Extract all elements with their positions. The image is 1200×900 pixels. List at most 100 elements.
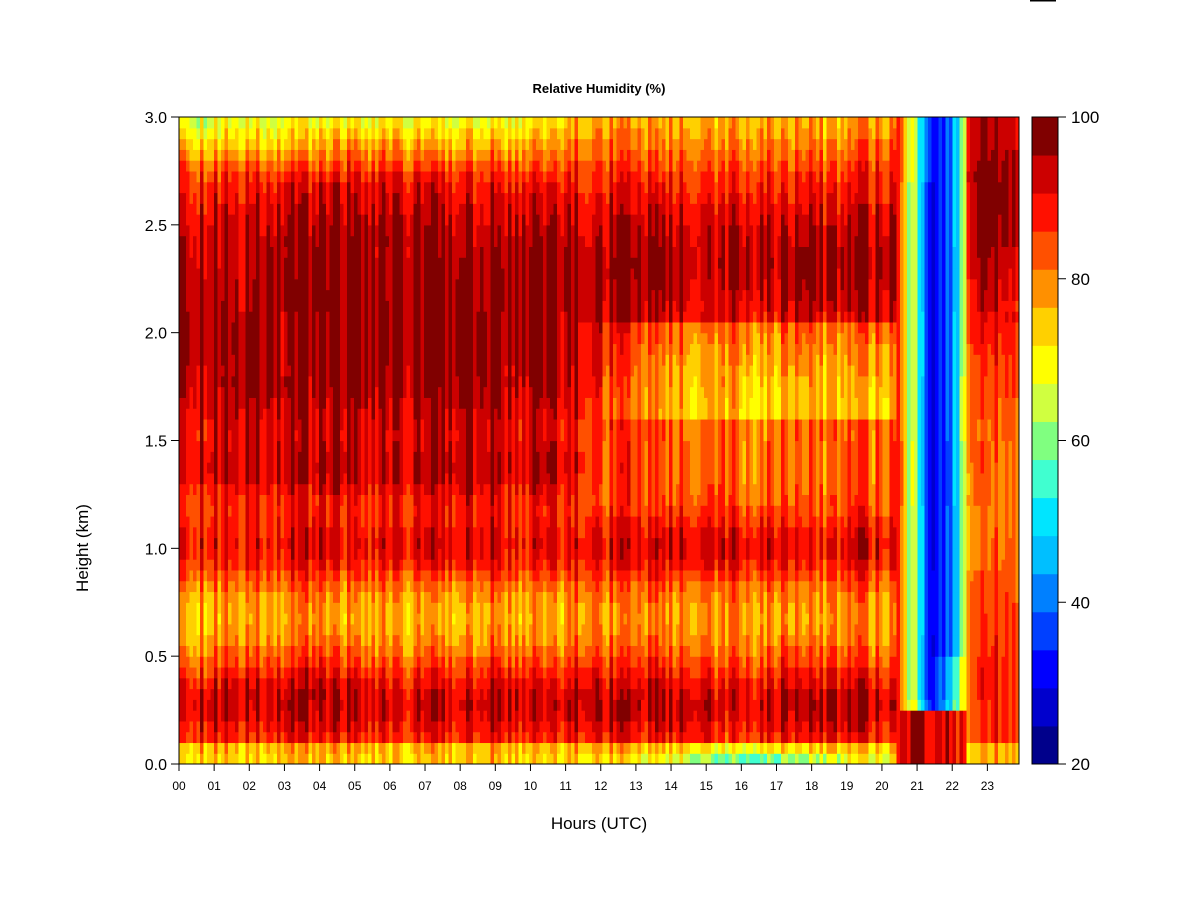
heatmap-cell: [389, 289, 394, 301]
heatmap-cell: [182, 224, 187, 237]
heatmap-cell: [249, 397, 254, 409]
heatmap-cell: [186, 591, 191, 603]
heatmap-cell: [462, 375, 467, 388]
heatmap-cell: [235, 688, 240, 700]
heatmap-cell: [179, 548, 184, 560]
heatmap-cell: [357, 321, 362, 334]
heatmap-cell: [406, 127, 411, 140]
heatmap-cell: [231, 149, 236, 161]
heatmap-cell: [364, 462, 369, 474]
heatmap-cell: [301, 386, 306, 398]
heatmap-cell: [427, 688, 432, 700]
heatmap-cell: [217, 710, 222, 722]
heatmap-cell: [417, 278, 422, 291]
heatmap-cell: [284, 397, 289, 409]
heatmap-cell: [434, 483, 439, 496]
heatmap-cell: [298, 462, 303, 474]
heatmap-cell: [343, 418, 348, 431]
heatmap-cell: [431, 666, 436, 679]
heatmap-cell: [445, 559, 450, 571]
heatmap-cell: [249, 623, 254, 636]
heatmap-cell: [301, 720, 306, 733]
heatmap-cell: [263, 375, 268, 388]
heatmap-cell: [301, 666, 306, 679]
heatmap-cell: [452, 580, 457, 593]
heatmap-cell: [291, 677, 296, 690]
heatmap-cell: [392, 656, 397, 668]
heatmap-cell: [354, 634, 359, 646]
heatmap-cell: [259, 753, 264, 764]
heatmap-cell: [371, 559, 376, 571]
heatmap-cell: [396, 753, 401, 764]
heatmap-cell: [382, 580, 387, 593]
heatmap-cell: [231, 321, 236, 334]
heatmap-cell: [333, 515, 338, 528]
heatmap-cell: [333, 580, 338, 593]
heatmap-cell: [403, 548, 408, 560]
heatmap-cell: [466, 375, 471, 388]
heatmap-cell: [336, 138, 341, 150]
heatmap-cell: [368, 397, 373, 409]
heatmap-cell: [284, 688, 289, 700]
heatmap-cell: [431, 170, 436, 183]
heatmap-cell: [182, 343, 187, 355]
heatmap-cell: [270, 623, 275, 636]
heatmap-cell: [406, 602, 411, 614]
heatmap-cell: [378, 127, 383, 140]
heatmap-cell: [193, 289, 198, 301]
heatmap-cell: [343, 483, 348, 496]
heatmap-cell: [434, 699, 439, 711]
heatmap-cell: [326, 386, 331, 398]
heatmap-cell: [263, 710, 268, 722]
heatmap-cell: [315, 117, 320, 129]
heatmap-cell: [242, 613, 247, 625]
heatmap-cell: [462, 386, 467, 398]
heatmap-cell: [231, 548, 236, 560]
heatmap-cell: [291, 278, 296, 291]
heatmap-cell: [266, 408, 271, 420]
heatmap-cell: [462, 462, 467, 474]
heatmap-cell: [256, 408, 261, 420]
heatmap-cell: [392, 699, 397, 711]
heatmap-cell: [214, 591, 219, 603]
heatmap-cell: [361, 375, 366, 388]
heatmap-cell: [305, 451, 310, 463]
heatmap-cell: [277, 645, 282, 657]
heatmap-cell: [413, 224, 418, 237]
heatmap-cell: [385, 429, 390, 442]
heatmap-cell: [186, 365, 191, 377]
heatmap-cell: [196, 742, 201, 754]
heatmap-cell: [340, 375, 345, 388]
heatmap-cell: [427, 526, 432, 539]
heatmap-cell: [340, 408, 345, 420]
heatmap-cell: [270, 666, 275, 679]
heatmap-cell: [371, 397, 376, 409]
heatmap-cell: [417, 289, 422, 301]
heatmap-cell: [273, 386, 278, 398]
heatmap-cell: [252, 591, 257, 603]
heatmap-cell: [263, 462, 268, 474]
heatmap-cell: [441, 462, 446, 474]
heatmap-cell: [452, 677, 457, 690]
heatmap-cell: [403, 397, 408, 409]
heatmap-cell: [291, 160, 296, 172]
heatmap-cell: [469, 602, 474, 614]
heatmap-cell: [277, 170, 282, 183]
heatmap-cell: [375, 170, 380, 183]
heatmap-cell: [294, 742, 299, 754]
heatmap-cell: [298, 160, 303, 172]
heatmap-cell: [270, 203, 275, 215]
heatmap-cell: [273, 289, 278, 301]
heatmap-cell: [455, 160, 460, 172]
heatmap-cell: [354, 246, 359, 258]
heatmap-cell: [466, 181, 471, 194]
heatmap-cell: [277, 494, 282, 506]
heatmap-cell: [305, 332, 310, 345]
heatmap-cell: [427, 365, 432, 377]
heatmap-cell: [266, 160, 271, 172]
heatmap-cell: [294, 688, 299, 700]
heatmap-cell: [245, 375, 250, 388]
heatmap-cell: [448, 160, 453, 172]
heatmap-cell: [357, 224, 362, 237]
heatmap-cell: [361, 699, 366, 711]
